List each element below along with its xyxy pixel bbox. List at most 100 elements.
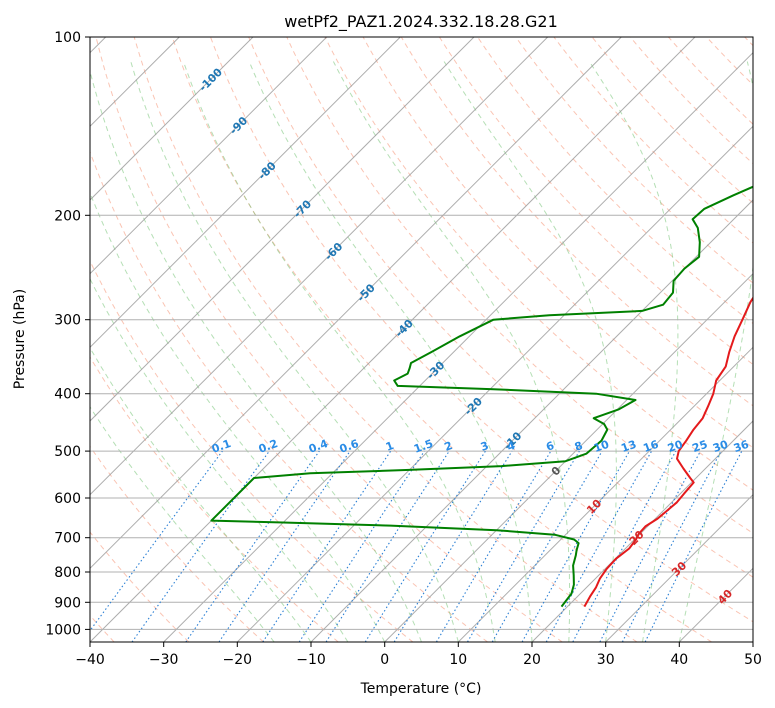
y-tick-label: 300 <box>54 313 81 329</box>
x-tick-label: −20 <box>223 652 253 668</box>
pressure-gridlines <box>90 37 753 630</box>
isotherm-line <box>605 493 753 642</box>
plot-area: -100-90-80-70-60-50-40-30-20-10010203040… <box>90 37 753 642</box>
dry-adiabat-line <box>210 37 753 623</box>
mixing-ratio-line <box>131 450 270 642</box>
dry-adiabat-line <box>90 356 339 642</box>
mixing-ratio-line <box>262 450 392 642</box>
moist-adiabat-line <box>332 61 571 642</box>
moist-adiabat-line <box>678 61 753 642</box>
y-axis-ticks: 100 200 300 400 500 600 700 800 900 1000 <box>45 30 90 638</box>
x-tick-label: −30 <box>149 652 179 668</box>
mixing-ratio-label: 4 <box>505 439 517 454</box>
isotherms <box>90 37 753 642</box>
dry-adiabat-line <box>95 37 563 642</box>
dewpoint-line <box>210 185 753 608</box>
x-tick-label: 50 <box>744 652 762 668</box>
dry-adiabat-line <box>171 37 712 642</box>
mixing-ratio-label: 1 <box>384 439 396 454</box>
moist-adiabat-line <box>588 61 679 642</box>
mixing-ratio-line <box>298 450 425 642</box>
x-axis-label: Temperature (°C) <box>360 681 482 697</box>
isotherm-line <box>310 199 753 642</box>
dry-adiabat-line <box>515 37 753 284</box>
isotherm-line <box>384 272 753 642</box>
mixing-ratio-label: 0.6 <box>338 437 361 456</box>
dry-adiabat-line <box>400 37 753 407</box>
isotherm-line <box>236 125 753 642</box>
isotherm-line <box>90 37 328 275</box>
x-tick-label: −10 <box>296 652 326 668</box>
isotherm-line <box>163 51 753 642</box>
mixing-ratio-label: 0.1 <box>210 437 233 456</box>
mixing-ratio-label: 0.4 <box>307 437 330 456</box>
isotherm-line <box>90 37 401 349</box>
y-tick-label: 400 <box>54 387 81 403</box>
mixing-ratio-labels: 0.1 0.2 0.4 0.6 1 1.5 2 3 4 6 8 10 13 16 20 25 30 36 <box>210 437 751 456</box>
isotherm-line <box>90 37 549 496</box>
mixing-ratio-line <box>644 450 743 642</box>
moist-adiabat-line <box>443 61 617 642</box>
mixing-ratio-line <box>185 450 320 642</box>
mixing-ratio-label: 8 <box>573 439 585 454</box>
dry-adiabat-line <box>90 150 488 642</box>
y-tick-label: 600 <box>54 491 81 507</box>
temperature-line <box>583 296 753 608</box>
y-tick-label: 100 <box>54 30 81 46</box>
mixing-ratio-label: 25 <box>690 438 709 455</box>
moist-adiabat-line <box>90 277 349 642</box>
dry-adiabat-line <box>133 37 638 642</box>
mixing-ratio-label: 10 <box>592 438 611 456</box>
mixing-ratio-line <box>521 450 630 642</box>
y-tick-label: 800 <box>54 565 81 581</box>
y-axis-label: Pressure (hPa) <box>12 289 28 389</box>
mixing-ratio-label: 1.5 <box>412 437 435 456</box>
mixing-ratio-label: 6 <box>544 439 556 454</box>
x-tick-label: 20 <box>523 652 541 668</box>
moist-adiabat-line <box>90 191 386 642</box>
x-tick-label: 40 <box>670 652 688 668</box>
x-tick-label: −40 <box>75 652 105 668</box>
moist-adiabat-line <box>248 61 533 642</box>
mixing-ratio-label: 20 <box>666 438 685 456</box>
y-tick-label: 200 <box>54 208 81 224</box>
y-tick-label: 500 <box>54 444 81 460</box>
mixing-ratio-line <box>572 450 677 642</box>
isotherm-line <box>90 37 475 422</box>
x-axis-ticks: −40 −30 −20 −10 0 10 20 30 40 50 <box>75 642 762 668</box>
mixing-ratio-label: 36 <box>732 438 751 456</box>
isotherm-line <box>90 37 254 201</box>
profile-series <box>210 185 753 608</box>
isotherm-line <box>90 37 622 570</box>
dry-adiabat-line <box>248 37 753 578</box>
mixing-ratio-label: 3 <box>479 439 491 454</box>
mixing-ratio-label: 16 <box>641 438 660 456</box>
plot-frame <box>89 36 754 643</box>
x-tick-label: 30 <box>597 652 615 668</box>
mixing-ratio-line <box>218 450 351 642</box>
mixing-ratio-line <box>545 450 653 642</box>
moist-adiabats <box>90 61 753 642</box>
y-tick-label: 900 <box>54 595 81 611</box>
moist-adiabat-line <box>90 69 422 642</box>
mixing-ratio-line <box>325 450 450 642</box>
x-tick-label: 0 <box>380 652 389 668</box>
dry-adiabat-line <box>90 531 190 642</box>
moist-adiabat-line <box>182 61 496 642</box>
dry-adiabat-line <box>438 37 753 366</box>
mixing-ratio-lines <box>90 450 743 642</box>
mixing-ratio-line <box>393 450 513 642</box>
isotherm-line <box>90 37 696 642</box>
mixing-ratio-label: 30 <box>711 438 730 456</box>
isotherm-line <box>531 420 753 642</box>
isotherm-line <box>457 346 753 642</box>
mixing-ratio-label: 2 <box>443 439 455 454</box>
y-tick-label: 1000 <box>45 622 81 638</box>
mixing-ratio-label: 13 <box>619 438 638 455</box>
dry-adiabats <box>90 37 753 642</box>
dry-adiabat-line <box>90 445 264 642</box>
chart-title: wetPf2_PAZ1.2024.332.18.28.G21 <box>284 12 558 32</box>
mixing-ratio-label: 0.2 <box>257 437 280 456</box>
